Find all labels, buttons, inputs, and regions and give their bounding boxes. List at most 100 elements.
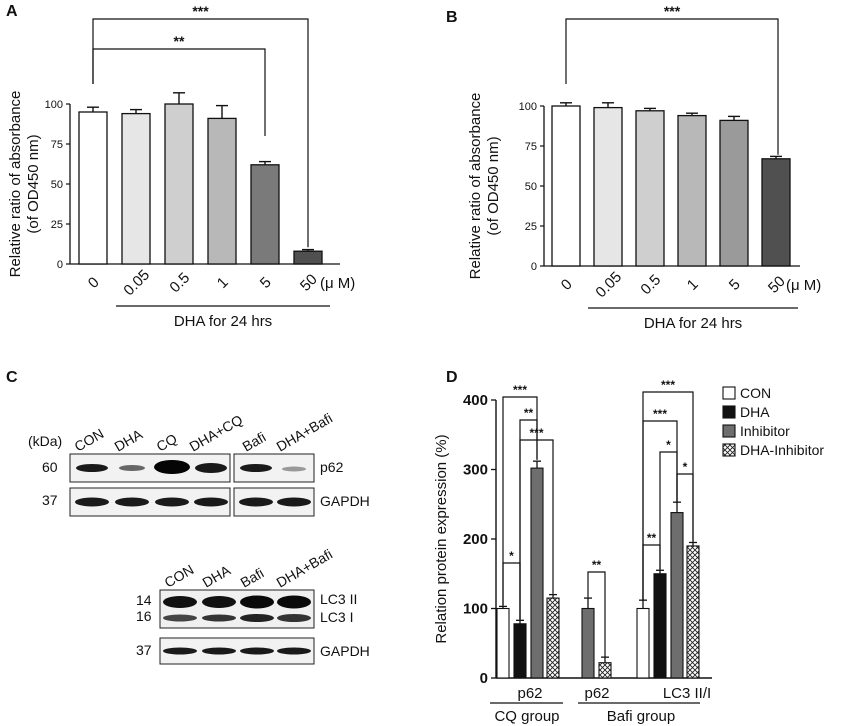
sig-d-10-label: ** bbox=[647, 531, 657, 545]
marker-37-bottom: 37 bbox=[136, 642, 152, 658]
band-p62-con bbox=[76, 464, 108, 472]
sig-b-1-label: *** bbox=[664, 3, 681, 19]
unit-label: (μ M) bbox=[320, 275, 355, 292]
y-tick-label: 50 bbox=[51, 179, 63, 191]
y-tick-label: 300 bbox=[463, 462, 488, 479]
bar bbox=[636, 607, 650, 679]
x-axis-label: DHA for 24 hrs bbox=[174, 313, 272, 330]
y-tick-label: 0 bbox=[531, 261, 537, 273]
legend-swatch bbox=[722, 405, 736, 419]
x-tick-label: 1 bbox=[684, 276, 702, 294]
x-tick-label: 50 bbox=[297, 271, 321, 295]
sig-d-9-line bbox=[676, 473, 694, 542]
band-lc3i-dha bbox=[202, 614, 236, 622]
protein-p62: p62 bbox=[320, 459, 344, 475]
legend-swatch bbox=[722, 424, 736, 438]
sig-d-4-line bbox=[502, 562, 521, 620]
sig-d-5-line bbox=[587, 571, 606, 657]
sig-d-10-line bbox=[642, 544, 661, 600]
sig-d-9-label: * bbox=[683, 460, 688, 474]
bar bbox=[593, 106, 623, 267]
panel-letter-d: D bbox=[446, 369, 458, 386]
band-p62-dha bbox=[119, 465, 145, 471]
protein-gapdh-top: GAPDH bbox=[320, 493, 370, 509]
lane2-label-con: CON bbox=[162, 561, 197, 590]
bar bbox=[121, 112, 151, 265]
lane-label-bafi: Bafi bbox=[240, 429, 269, 455]
protein-lc3ii: LC3 II bbox=[320, 591, 357, 607]
lane2-label-dha: DHA bbox=[200, 562, 234, 591]
band-gapdh-b3 bbox=[240, 647, 274, 655]
band-gapdh-3 bbox=[155, 497, 189, 507]
bar bbox=[293, 250, 323, 265]
lane2-label-dha-bafi: DHA+Bafi bbox=[274, 546, 336, 591]
group-label-cq: CQ group bbox=[494, 708, 559, 725]
bar bbox=[513, 623, 527, 679]
band-lc3i-bafi bbox=[240, 614, 274, 622]
lane2-label-bafi: Bafi bbox=[238, 565, 267, 591]
y-axis-label: Relative ratio of absorbance bbox=[7, 91, 24, 278]
lane-label-dha-cq: DHA+CQ bbox=[187, 411, 246, 454]
group-label-bafi: Bafi group bbox=[607, 708, 675, 725]
panel-letter-b: B bbox=[446, 9, 458, 26]
bar bbox=[653, 573, 667, 679]
band-gapdh-4 bbox=[194, 497, 228, 507]
y-tick-label: 100 bbox=[463, 601, 488, 618]
band-gapdh-5 bbox=[239, 497, 273, 507]
western-blots: (kDa) CON DHA CQ DHA+CQ Bafi DHA+Bafi 60… bbox=[28, 410, 370, 665]
bar bbox=[581, 607, 595, 679]
bar bbox=[530, 467, 544, 679]
sig-d-4-label: * bbox=[509, 549, 514, 563]
x-tick-label: 0 bbox=[85, 274, 103, 292]
sig-d-6-line bbox=[642, 391, 694, 600]
x-axis-label: DHA for 24 hrs bbox=[644, 315, 742, 332]
x-label-p62-cq: p62 bbox=[517, 685, 542, 702]
band-lc3ii-bafi bbox=[240, 595, 274, 609]
legend-swatch bbox=[722, 386, 736, 400]
band-p62-dha-cq bbox=[195, 463, 227, 473]
y-tick-label: 75 bbox=[51, 139, 63, 151]
sig-d-3-label: *** bbox=[529, 426, 543, 440]
sig-d-6-label: *** bbox=[661, 378, 675, 392]
band-p62-bafi bbox=[240, 464, 272, 472]
band-lc3i-dha-bafi bbox=[277, 614, 311, 622]
sig-a-2-label: ** bbox=[174, 33, 185, 49]
x-tick-label: 0.5 bbox=[166, 269, 193, 296]
y-axis-label: Relation protein expression (%) bbox=[433, 434, 450, 643]
x-label-p62-bafi: p62 bbox=[584, 685, 609, 702]
bar bbox=[598, 662, 612, 679]
y-tick-label: 25 bbox=[51, 219, 63, 231]
y-tick-label: 100 bbox=[45, 99, 63, 111]
unit-label: (μ M) bbox=[786, 277, 821, 294]
protein-gapdh-bottom: GAPDH bbox=[320, 643, 370, 659]
bar bbox=[207, 117, 237, 265]
protein-lc3i: LC3 I bbox=[320, 609, 353, 625]
sig-b-1-line bbox=[565, 18, 779, 155]
bar bbox=[78, 111, 108, 265]
sig-d-2-label: ** bbox=[524, 406, 534, 420]
y-tick-label: 25 bbox=[525, 221, 537, 233]
bar bbox=[164, 103, 194, 265]
chart-d: 0 100 200 300 400 Relation protein expression… bbox=[433, 378, 824, 725]
x-tick-label: 0.05 bbox=[592, 268, 625, 301]
panel-letter-a: A bbox=[6, 3, 18, 20]
marker-60: 60 bbox=[42, 459, 58, 475]
marker-37-top: 37 bbox=[42, 492, 58, 508]
bar bbox=[670, 512, 684, 679]
sig-a-1-label: *** bbox=[192, 3, 209, 19]
band-gapdh-b1 bbox=[163, 647, 197, 655]
y-tick-label: 200 bbox=[463, 531, 488, 548]
legend-label: CON bbox=[740, 385, 771, 401]
x-tick-label: 5 bbox=[726, 276, 744, 294]
legend-label: DHA-Inhibitor bbox=[740, 442, 824, 458]
x-label-lc3: LC3 II/I bbox=[663, 685, 711, 702]
bar bbox=[719, 119, 749, 267]
band-gapdh-1 bbox=[75, 497, 109, 507]
y-tick-label: 0 bbox=[480, 670, 488, 687]
band-lc3ii-dha-bafi bbox=[277, 595, 311, 609]
y-tick-label: 100 bbox=[519, 101, 537, 113]
marker-16: 16 bbox=[136, 608, 152, 624]
